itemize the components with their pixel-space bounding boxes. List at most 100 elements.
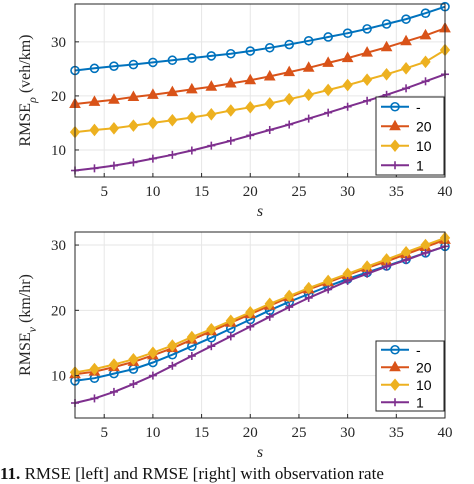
data-point — [285, 120, 294, 129]
data-point — [284, 39, 295, 50]
data-point — [361, 73, 373, 86]
y-axis-label-main: RMSE — [17, 103, 34, 147]
data-point — [401, 14, 411, 24]
data-point — [89, 362, 100, 376]
data-point — [187, 146, 196, 155]
data-point — [341, 51, 354, 63]
legend-box — [375, 340, 445, 412]
legend-label: 20 — [416, 359, 432, 375]
legend-marker — [391, 398, 399, 407]
x-tick-label: 30 — [340, 184, 355, 200]
data-point — [185, 82, 198, 94]
x-tick-label: 40 — [438, 184, 453, 200]
data-point — [265, 312, 274, 321]
data-point — [225, 48, 236, 59]
data-point — [206, 107, 217, 121]
data-point — [168, 361, 177, 370]
data-point — [342, 28, 353, 38]
legend-marker — [389, 360, 401, 372]
data-point — [421, 77, 430, 86]
data-point — [420, 55, 431, 69]
legend-label: 1 — [416, 157, 424, 173]
data-point — [343, 102, 352, 111]
data-point — [420, 8, 431, 18]
figure-caption: 11. RMSE [left] and RMSE [right] with ob… — [0, 464, 474, 484]
x-tick-label: 5 — [100, 425, 108, 441]
data-point — [129, 158, 138, 167]
x-tick-label: 25 — [291, 425, 306, 441]
data-point — [246, 131, 255, 140]
data-point — [363, 269, 372, 278]
data-point — [264, 297, 275, 311]
data-point — [381, 67, 392, 81]
series-3 — [69, 43, 451, 139]
y-axis-label-unit: (km/hr) — [17, 274, 34, 323]
data-point — [148, 57, 158, 68]
data-point — [380, 40, 393, 52]
data-point — [186, 111, 197, 124]
data-point — [168, 150, 177, 159]
data-point — [363, 96, 372, 105]
data-point — [263, 69, 276, 81]
data-point — [186, 330, 197, 344]
data-point — [109, 387, 118, 396]
data-point — [304, 114, 313, 123]
data-point — [343, 276, 352, 285]
data-point — [167, 339, 178, 352]
legend-label: - — [416, 342, 421, 358]
x-tick-label: 5 — [100, 184, 108, 200]
data-point — [167, 113, 178, 127]
data-point — [187, 352, 196, 360]
legend-label: 1 — [416, 394, 424, 410]
data-point — [284, 289, 295, 303]
legend-marker — [389, 378, 401, 392]
axes-box — [74, 3, 446, 178]
data-point — [419, 28, 432, 40]
data-point — [147, 88, 159, 99]
data-point — [148, 371, 157, 380]
y-axis-label-main: RMSE — [17, 332, 34, 376]
x-tick-label: 30 — [340, 425, 355, 441]
data-point — [206, 322, 217, 336]
legend-marker — [389, 119, 401, 131]
data-point — [402, 84, 411, 93]
y-axis-label-subscript: v — [25, 326, 39, 332]
y-tick-label: 30 — [51, 35, 66, 51]
caption-text: RMSE [left] and RMSE [right] with observ… — [24, 464, 384, 483]
x-tick-label: 10 — [145, 425, 160, 441]
data-point — [147, 116, 159, 130]
data-point — [284, 92, 295, 106]
data-point — [322, 56, 335, 67]
data-point — [108, 93, 120, 104]
y-axis-label: RMSEρ (veh/km) — [17, 35, 39, 147]
data-point — [109, 61, 119, 71]
legend: - 20 10 1 — [375, 96, 445, 176]
data-point — [245, 100, 256, 114]
series-3 — [69, 231, 451, 379]
axes-box — [74, 231, 446, 419]
x-tick-label: 35 — [389, 184, 404, 200]
data-point — [421, 248, 430, 257]
y-tick-label: 20 — [51, 303, 66, 319]
y-tick-label: 10 — [51, 369, 66, 385]
x-tick-label: 40 — [438, 425, 453, 441]
x-tick-label: 20 — [243, 184, 258, 200]
series-line — [74, 245, 446, 404]
data-point — [323, 32, 333, 42]
data-point — [148, 154, 157, 163]
data-point — [90, 394, 99, 403]
data-point — [303, 281, 314, 295]
data-point — [285, 303, 294, 312]
data-point — [264, 42, 275, 53]
x-tick-label: 15 — [194, 184, 209, 200]
data-point — [108, 358, 120, 371]
data-point — [265, 125, 274, 134]
data-point — [129, 380, 138, 389]
data-point — [324, 108, 333, 117]
legend-label: 10 — [416, 138, 432, 154]
data-point — [400, 62, 412, 75]
data-point — [245, 305, 256, 319]
data-point — [187, 53, 197, 63]
data-point — [108, 122, 120, 135]
data-point — [382, 262, 391, 271]
